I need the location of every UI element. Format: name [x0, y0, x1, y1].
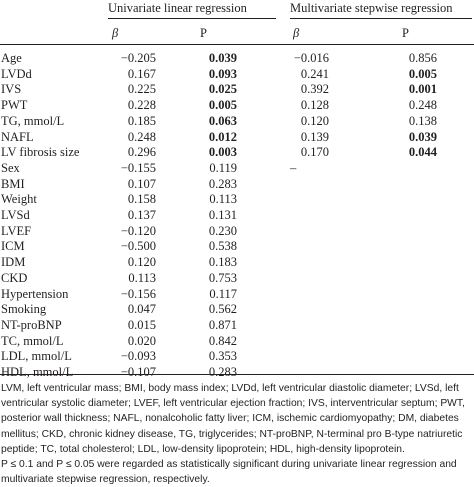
- cell: −0.107: [120, 365, 156, 379]
- cell: 0.139: [300, 129, 329, 144]
- cell: 0.005: [408, 66, 437, 81]
- cell: 0.856: [408, 51, 437, 65]
- group-rule: [108, 18, 276, 19]
- cell: 0.001: [408, 82, 437, 97]
- row-label: LDL, mmol/L: [1, 349, 72, 364]
- cell: −0.016: [293, 51, 329, 65]
- cell: 0.248: [408, 98, 437, 113]
- row-label: NAFL: [1, 129, 34, 144]
- row-label: TC, mmol/L: [1, 333, 64, 348]
- row-label: TG, mmol/L: [1, 113, 65, 128]
- group-header: Univariate linear regression: [108, 1, 247, 15]
- cell: 0.225: [127, 82, 156, 97]
- cell: 0.012: [208, 129, 237, 144]
- cell: 0.107: [127, 176, 156, 191]
- cell: 0.120: [127, 255, 156, 270]
- cell: 0.039: [408, 129, 437, 144]
- row-label: ICM: [1, 239, 25, 254]
- cell: 0.025: [208, 82, 237, 97]
- cell: 0.003: [208, 145, 237, 160]
- cell: –: [290, 160, 297, 175]
- cell: 0.138: [408, 113, 437, 128]
- cell: 0.353: [208, 349, 237, 364]
- row-label: LVDd: [1, 66, 32, 81]
- cell: 0.047: [127, 302, 156, 317]
- row-label: Weight: [1, 192, 37, 207]
- cell: 0.296: [127, 145, 156, 160]
- row-label: LVEF: [1, 223, 32, 238]
- row-label: LVSd: [1, 208, 30, 222]
- row-label: NT-proBNP: [1, 317, 62, 332]
- cell: 0.842: [208, 333, 237, 348]
- cell: 0.137: [127, 208, 156, 222]
- group-header: Multivariate stepwise regression: [290, 1, 453, 15]
- cell: 0.005: [208, 98, 237, 113]
- cell: 0.753: [208, 270, 237, 285]
- cell: 0.562: [208, 302, 237, 317]
- row-label: LV fibrosis size: [1, 145, 80, 160]
- cell: 0.392: [300, 82, 329, 97]
- cell: 0.117: [209, 286, 237, 301]
- cell: 0.063: [208, 113, 237, 128]
- footnotes: LVM, left ventricular mass; BMI, body ma…: [1, 381, 473, 487]
- header-rule: [0, 44, 474, 45]
- cell: −0.205: [120, 51, 156, 65]
- cell: 0.113: [209, 192, 237, 207]
- group-rule: [290, 18, 472, 19]
- cell: 0.183: [208, 255, 237, 270]
- cell: 0.044: [408, 145, 437, 160]
- cell: −0.500: [120, 239, 156, 254]
- row-label: Hypertension: [1, 286, 69, 301]
- cell: 0.230: [208, 223, 237, 238]
- cell: −0.156: [120, 286, 156, 301]
- footnote: LVM, left ventricular mass; BMI, body ma…: [1, 383, 465, 455]
- cell: 0.131: [208, 208, 237, 222]
- cell: 0.170: [300, 145, 329, 160]
- footnote: P ≤ 0.1 and P ≤ 0.05 were regarded as st…: [1, 459, 457, 486]
- row-label: IVS: [1, 82, 22, 97]
- row-label: Smoking: [1, 302, 47, 317]
- cell: 0.228: [127, 98, 156, 113]
- cell: −0.093: [120, 349, 156, 364]
- cell: 0.039: [208, 51, 237, 65]
- row-label: PWT: [1, 98, 28, 113]
- cell: 0.120: [300, 113, 329, 128]
- column-header: P: [402, 26, 409, 40]
- cell: 0.015: [127, 317, 156, 332]
- cell: 0.119: [209, 160, 237, 175]
- bottom-rule: [0, 374, 474, 375]
- row-label: HDL, mmol/L: [1, 365, 74, 379]
- column-header: β: [112, 26, 119, 40]
- cell: 0.128: [300, 98, 329, 113]
- cell: 0.093: [208, 66, 237, 81]
- cell: 0.871: [208, 317, 237, 332]
- row-label: CKD: [1, 270, 28, 285]
- cell: 0.538: [208, 239, 237, 254]
- cell: −0.120: [120, 223, 156, 238]
- cell: 0.248: [127, 129, 156, 144]
- row-label: Sex: [1, 160, 20, 175]
- column-header: β: [293, 26, 300, 40]
- row-label: IDM: [1, 255, 26, 270]
- cell: 0.167: [127, 66, 156, 81]
- row-label: BMI: [1, 176, 25, 191]
- cell: −0.155: [120, 160, 156, 175]
- column-header: P: [200, 26, 207, 40]
- cell: 0.241: [300, 66, 329, 81]
- cell: 0.185: [127, 113, 156, 128]
- cell: 0.020: [127, 333, 156, 348]
- row-label: Age: [1, 51, 22, 65]
- cell: 0.158: [127, 192, 156, 207]
- cell: 0.283: [208, 176, 237, 191]
- cell: 0.113: [128, 270, 156, 285]
- cell: 0.283: [208, 365, 237, 379]
